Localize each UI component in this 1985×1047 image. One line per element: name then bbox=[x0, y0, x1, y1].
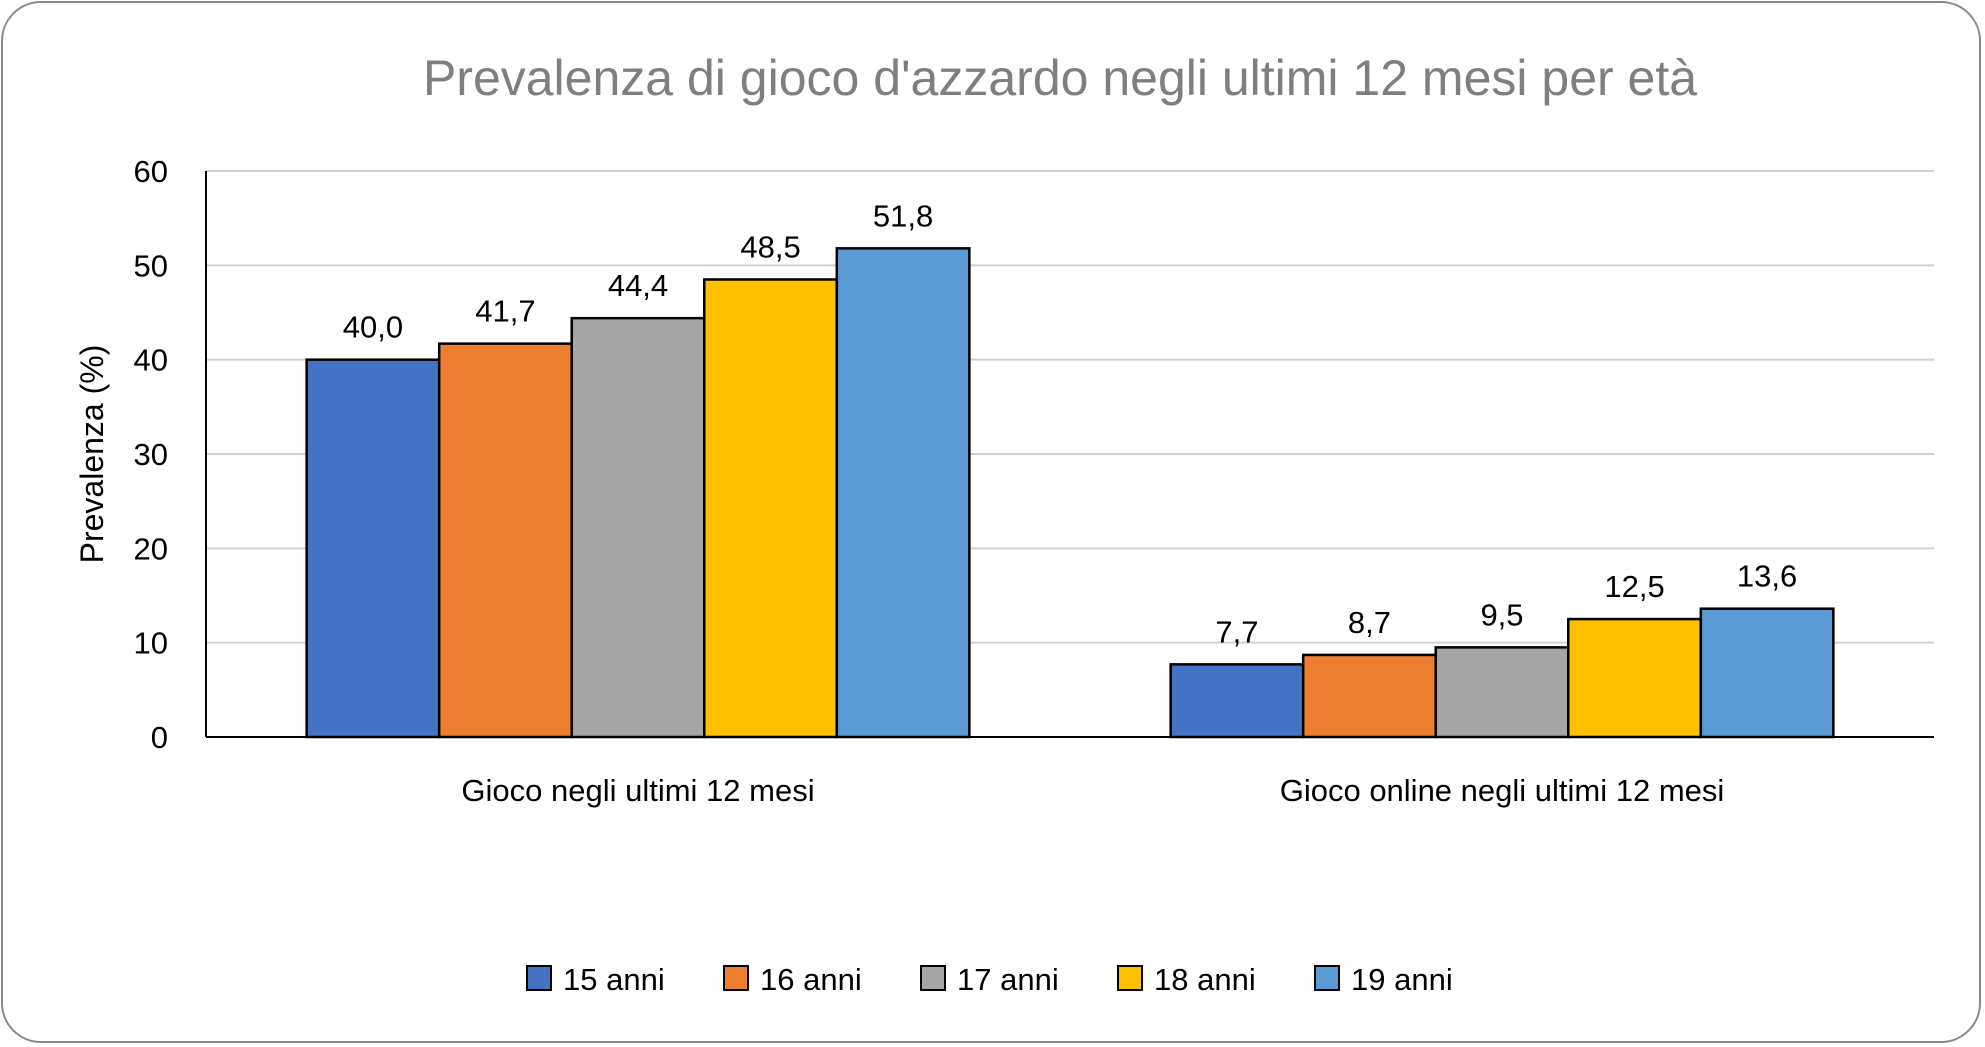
y-tick-label: 30 bbox=[134, 437, 168, 472]
legend-swatch bbox=[1314, 965, 1340, 991]
legend-label: 16 anni bbox=[760, 962, 862, 997]
data-label: 9,5 bbox=[1480, 597, 1523, 632]
data-label: 51,8 bbox=[873, 198, 933, 233]
bar-16-anni bbox=[437, 342, 573, 739]
data-label: 48,5 bbox=[740, 229, 800, 264]
legend-label: 17 anni bbox=[957, 962, 1059, 997]
legend-label: 18 anni bbox=[1154, 962, 1256, 997]
bar-17-anni bbox=[570, 316, 706, 739]
y-tick-label: 10 bbox=[134, 626, 168, 661]
data-label: 12,5 bbox=[1604, 569, 1664, 604]
legend-swatch bbox=[920, 965, 946, 991]
y-tick-label: 0 bbox=[151, 720, 168, 755]
data-label: 7,7 bbox=[1215, 614, 1258, 649]
data-label: 13,6 bbox=[1737, 559, 1797, 594]
data-label: 40,0 bbox=[343, 310, 403, 345]
bar-15-anni bbox=[1169, 663, 1305, 739]
bar-19-anni bbox=[1699, 607, 1835, 739]
y-tick-label: 20 bbox=[134, 531, 168, 566]
bar-15-anni bbox=[305, 358, 441, 739]
chart-title: Prevalenza di gioco d'azzardo negli ulti… bbox=[423, 50, 1697, 106]
data-label: 44,4 bbox=[608, 268, 668, 303]
legend-label: 15 anni bbox=[563, 962, 665, 997]
legend-swatch bbox=[723, 965, 749, 991]
data-label: 8,7 bbox=[1348, 605, 1391, 640]
bar-16-anni bbox=[1301, 653, 1437, 739]
y-axis-label: Prevalenza (%) bbox=[74, 345, 110, 564]
data-label: 41,7 bbox=[475, 294, 535, 329]
y-tick-label: 50 bbox=[134, 248, 168, 283]
legend-swatch bbox=[526, 965, 552, 991]
legend-swatch bbox=[1117, 965, 1143, 991]
bar-19-anni bbox=[835, 247, 971, 739]
y-tick-label: 60 bbox=[134, 154, 168, 189]
bar-17-anni bbox=[1434, 646, 1570, 739]
bar-18-anni bbox=[703, 278, 839, 739]
x-category-label: Gioco negli ultimi 12 mesi bbox=[461, 773, 814, 808]
bar-18-anni bbox=[1567, 617, 1703, 739]
x-category-label: Gioco online negli ultimi 12 mesi bbox=[1280, 773, 1725, 808]
y-tick-label: 40 bbox=[134, 343, 168, 378]
legend-label: 19 anni bbox=[1351, 962, 1453, 997]
